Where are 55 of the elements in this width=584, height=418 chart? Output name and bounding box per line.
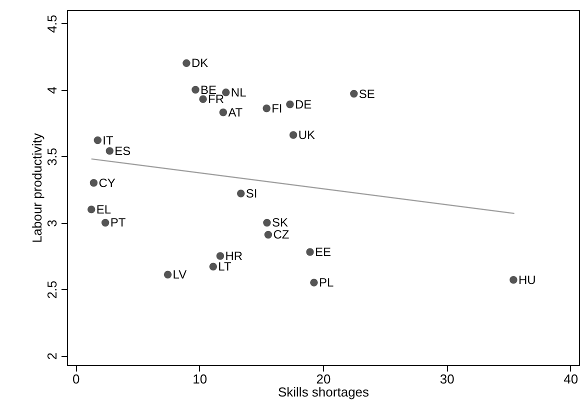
point [510, 276, 518, 284]
point [87, 206, 96, 214]
point [237, 190, 245, 198]
point [264, 230, 272, 239]
data-label: PT [110, 216, 126, 230]
point [262, 104, 270, 112]
data-label: NL [230, 85, 247, 100]
data-label: AT [228, 105, 244, 120]
point [219, 108, 228, 116]
data-label: DK [191, 56, 208, 70]
y-tick-label: 2 [44, 352, 60, 360]
data-label: ES [114, 144, 131, 158]
point [209, 262, 218, 270]
point [263, 218, 271, 227]
y-tick-label: 3 [44, 220, 60, 227]
data-label: PL [318, 276, 334, 290]
data-label: EE [315, 244, 332, 259]
point [182, 59, 190, 68]
data-label: HU [518, 272, 536, 287]
data-label: SK [272, 216, 288, 230]
point [216, 252, 224, 260]
y-tick-label: 4 [44, 86, 60, 94]
point [350, 90, 358, 98]
point [289, 131, 298, 139]
data-label: FI [272, 101, 282, 116]
point [101, 218, 110, 227]
x-tick-label: 30 [440, 372, 454, 386]
data-label: CZ [273, 228, 290, 242]
x-tick-label: 0 [72, 372, 80, 386]
point [192, 86, 200, 94]
point [286, 100, 294, 108]
data-label: UK [298, 128, 315, 142]
point [199, 95, 207, 103]
point [106, 147, 114, 155]
point [222, 88, 230, 96]
data-label: IT [102, 133, 114, 148]
data-label: CY [98, 176, 116, 190]
y-tick-label: 3.5 [44, 148, 60, 166]
data-label: SE [358, 86, 375, 101]
y-tick-label: 4.5 [44, 14, 60, 33]
point [306, 248, 314, 256]
data-label: EL [96, 202, 112, 216]
x-tick-label: 20 [316, 372, 331, 386]
point [310, 278, 318, 286]
point [90, 178, 98, 187]
x-tick-label: 10 [192, 372, 208, 386]
data-label: DE [294, 97, 312, 112]
point [94, 136, 102, 144]
y-axis-title: Labour productivity [30, 132, 44, 243]
data-label: SI [246, 186, 258, 200]
data-label: LV [172, 268, 187, 282]
y-tick-label: 2.5 [44, 280, 60, 299]
x-axis-title: Skills shortages [278, 384, 370, 400]
x-tick-label: 40 [564, 372, 578, 386]
point [164, 270, 172, 278]
